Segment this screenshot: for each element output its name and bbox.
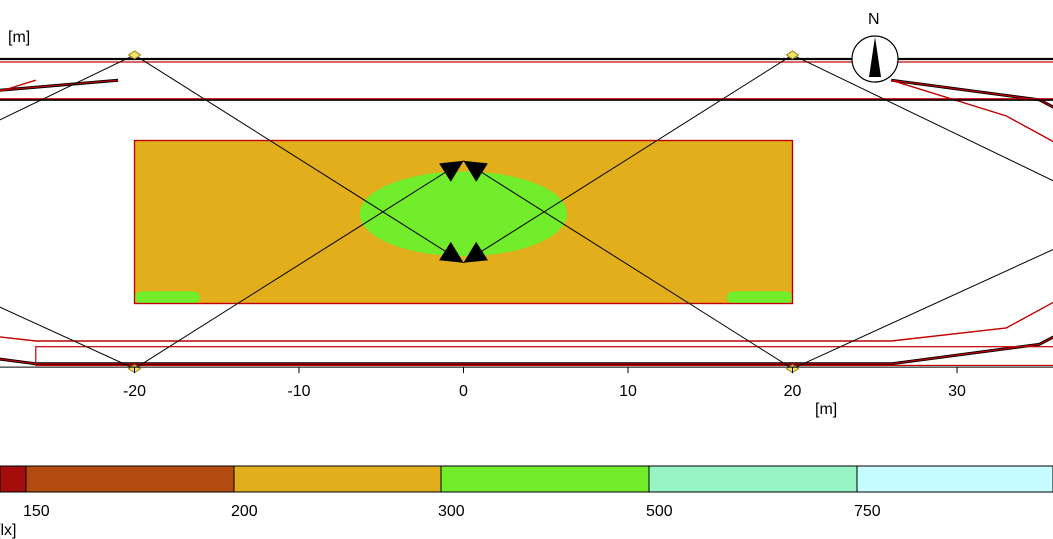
x-tick-label: 20	[784, 383, 802, 400]
x-axis-label: [m]	[815, 401, 837, 418]
legend-tick-label: 150	[23, 503, 50, 520]
luminaire-icon-2	[785, 50, 800, 60]
top-stand-inner	[0, 61, 1053, 100]
aim-line-3	[792, 54, 1053, 182]
aim-line-5	[0, 306, 135, 370]
plot-axes	[0, 366, 1053, 374]
legend-swatch-2	[25, 465, 235, 493]
aim-line-1	[0, 54, 135, 121]
legend-swatch-5	[648, 465, 858, 493]
compass: N	[851, 11, 899, 83]
legend-tick-label: 200	[231, 503, 258, 520]
corner-patch-2	[726, 291, 793, 304]
north-arrow-icon	[869, 37, 881, 77]
luminaire-icon-1	[127, 50, 142, 60]
color-legend: 150 200 300 500 750	[0, 465, 1053, 520]
aim-line-7	[792, 249, 1053, 370]
aim-line-4	[463, 54, 793, 264]
illuminance-fill-layer	[133, 139, 794, 305]
layout-lines	[0, 57, 1053, 367]
x-tick-labels: -40-30-20-10010203040	[123, 383, 966, 400]
x-tick-label: 0	[459, 383, 468, 400]
legend-tick-label: 750	[854, 503, 881, 520]
x-tick-label: 30	[948, 383, 966, 400]
legend-tick-label: 500	[646, 503, 673, 520]
inner-track	[0, 79, 1053, 342]
zone-300-500	[359, 171, 568, 257]
legend-swatch-4	[440, 465, 650, 493]
legend-tick-label: 300	[438, 503, 465, 520]
aim-line-8	[463, 160, 793, 370]
outer-track-red	[0, 79, 1053, 365]
legend-swatch-1	[0, 465, 27, 493]
x-tick-label: -20	[123, 383, 146, 400]
y-axis-label: [m]	[8, 29, 30, 46]
bottom-strip	[35, 346, 1053, 367]
legend-swatch-3	[233, 465, 442, 493]
aim-lines	[0, 50, 1053, 374]
playing-field-border	[133, 139, 794, 305]
aim-line-6	[134, 160, 464, 370]
x-tick-label: 10	[619, 383, 637, 400]
aim-line-2	[134, 54, 464, 264]
corner-patch-1	[134, 291, 201, 304]
top-stand-outline	[0, 57, 1053, 101]
legend-swatch-6	[856, 465, 1053, 493]
legend-unit-label: [lx]	[0, 522, 16, 539]
compass-label: N	[868, 11, 880, 28]
x-tick-label: -10	[287, 383, 310, 400]
